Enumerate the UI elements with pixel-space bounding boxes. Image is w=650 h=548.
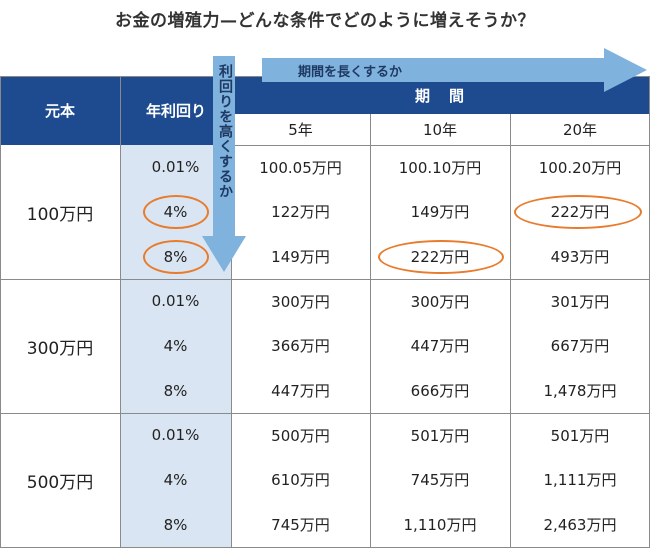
year-row-border — [231, 145, 650, 146]
year-header-20: 20年 — [562, 121, 598, 139]
value-cell: 666万円 — [410, 382, 470, 400]
value-cell: 366万円 — [271, 337, 330, 355]
year-header-5: 5年 — [288, 121, 313, 139]
value-cell: 100.20万円 — [538, 158, 622, 177]
rate-cell: 0.01% — [151, 292, 200, 310]
rate-cell: 0.01% — [151, 426, 200, 444]
value-cell: 447万円 — [410, 337, 470, 355]
value-cell: 1,478万円 — [543, 382, 617, 400]
value-cell: 1,111万円 — [543, 471, 617, 489]
col-divider-rate — [231, 114, 232, 548]
value-cell: 501万円 — [410, 426, 470, 445]
value-cell: 122万円 — [271, 203, 330, 221]
value-cell: 447万円 — [271, 382, 330, 400]
table-left-border — [0, 76, 1, 548]
rate-cell: 0.01% — [151, 158, 200, 176]
value-cell: 300万円 — [271, 292, 330, 311]
year-header-10: 10年 — [422, 121, 458, 139]
principal-300: 300万円 — [26, 338, 94, 359]
horizontal-arrow-label: 期間を長くするか — [298, 65, 403, 80]
rate-cell: 4% — [163, 470, 188, 489]
vertical-arrow-label: 利回りを高くするか — [217, 64, 233, 199]
period-header: 期 間 — [231, 76, 650, 114]
value-cell: 745万円 — [271, 516, 330, 534]
col-divider-10-20 — [510, 114, 511, 548]
value-cell: 100.05万円 — [259, 158, 342, 177]
highlight-oval-rate-8 — [143, 240, 209, 274]
principal-header: 元本 — [0, 76, 120, 145]
value-cell: 610万円 — [271, 471, 330, 489]
value-cell: 667万円 — [550, 337, 610, 355]
highlight-oval-rate-4 — [143, 195, 209, 229]
value-cell: 493万円 — [550, 248, 610, 266]
value-cell: 501万円 — [550, 426, 610, 445]
rate-cell: 8% — [163, 381, 188, 400]
page-title: お金の増殖力—どんな条件でどのように増えそうか？ — [115, 11, 535, 31]
value-cell: 2,463万円 — [543, 516, 617, 534]
value-cell: 1,110万円 — [403, 516, 477, 534]
col-divider-5-10 — [370, 114, 371, 548]
group-divider-2 — [0, 413, 650, 414]
value-cell: 301万円 — [550, 292, 610, 311]
group-divider-1 — [0, 279, 650, 280]
col-divider-principal — [120, 76, 121, 548]
highlight-oval-222-10y — [378, 240, 504, 274]
rate-cell: 4% — [163, 336, 188, 355]
principal-500: 500万円 — [26, 472, 94, 493]
value-cell: 500万円 — [271, 426, 330, 445]
value-cell: 149万円 — [410, 203, 470, 221]
value-cell: 300万円 — [410, 292, 470, 311]
value-cell: 100.10万円 — [398, 158, 482, 177]
value-cell: 149万円 — [271, 248, 330, 266]
principal-100: 100万円 — [26, 204, 94, 225]
rate-cell: 8% — [163, 515, 188, 534]
value-cell: 745万円 — [410, 471, 470, 489]
highlight-oval-222-20y — [514, 195, 642, 229]
